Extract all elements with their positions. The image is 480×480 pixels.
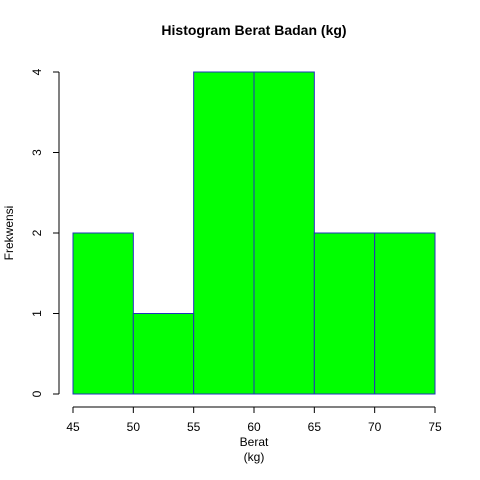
y-tick-label-3: 3 [30,149,44,156]
chart-title: Histogram Berat Badan (kg) [161,22,346,38]
x-tick-label-0: 45 [66,420,80,434]
histogram-bar-3 [253,71,315,395]
histogram-bar-4 [313,232,376,395]
x-axis: 45 50 55 60 65 70 75 [66,406,442,434]
y-axis: 0 1 2 3 4 [30,68,60,397]
y-tick-label-0: 0 [30,390,44,397]
x-tick-label-2: 55 [187,420,201,434]
x-tick-label-3: 60 [247,420,261,434]
histogram-bar-2 [193,71,255,395]
bar-group [72,71,436,395]
y-tick-label-1: 1 [30,310,44,317]
y-tick-label-2: 2 [30,229,44,236]
histogram-bar-0 [72,232,134,395]
y-tick-label-4: 4 [30,68,44,75]
x-tick-label-1: 50 [127,420,141,434]
histogram-bar-5 [374,232,436,395]
x-tick-label-6: 75 [428,420,442,434]
y-axis-label: Frekwensi [2,206,16,261]
x-tick-label-4: 65 [308,420,322,434]
histogram-bar-1 [132,313,195,395]
x-axis-label-line2: (kg) [244,450,265,464]
x-tick-label-5: 70 [368,420,382,434]
x-axis-label-line1: Berat [240,435,269,449]
